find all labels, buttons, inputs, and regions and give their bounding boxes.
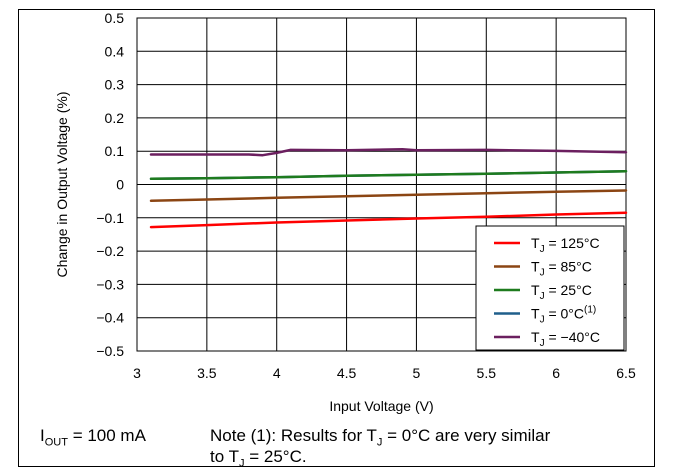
y-tick-label: −0.4 — [96, 310, 124, 326]
x-tick-label: 6.5 — [616, 365, 636, 381]
footnote-line-2: to TJ = 25°C. — [210, 447, 307, 470]
x-tick-label: 6 — [552, 365, 560, 381]
output-current-note: IOUT = 100 mA — [40, 426, 146, 449]
x-tick-label: 5.5 — [477, 365, 497, 381]
y-tick-label: 0.3 — [105, 77, 125, 93]
legend-label: TJ = −40°C — [531, 329, 600, 349]
plot-border — [136, 17, 627, 352]
figure-frame — [18, 9, 655, 467]
x-tick-label: 4.5 — [337, 365, 357, 381]
y-tick-label: 0.4 — [105, 43, 125, 59]
x-tick-label: 5 — [413, 365, 421, 381]
series-line — [149, 169, 628, 181]
legend-label: TJ = 125°C — [531, 235, 600, 255]
legend: TJ = 125°C TJ = 85°C TJ = 25°C TJ = 0°C(1) T… — [475, 225, 625, 351]
series-line — [149, 147, 628, 157]
series-line — [149, 211, 628, 229]
legend-label: TJ = 25°C — [531, 282, 592, 302]
y-tick-label: −0.1 — [96, 210, 124, 226]
y-tick-label: 0.5 — [105, 10, 125, 26]
legend-box — [475, 225, 625, 351]
y-tick-label: 0.2 — [105, 110, 125, 126]
x-tick-label: 3.5 — [197, 365, 217, 381]
y-tick-label: 0.1 — [105, 143, 125, 159]
footnote-line-1: Note (1): Results for TJ = 0°C are very … — [210, 426, 551, 449]
y-axis-label: Change in Output Voltage (%) — [54, 91, 70, 277]
legend-label: TJ = 85°C — [531, 259, 592, 279]
y-tick-label: 0 — [116, 177, 124, 193]
y-tick-label: −0.5 — [96, 343, 124, 359]
y-tick-label: −0.3 — [96, 276, 124, 292]
legend-label: TJ = 0°C(1) — [531, 305, 596, 326]
y-tick-label: −0.2 — [96, 243, 124, 259]
series-line — [149, 189, 628, 203]
x-tick-label: 3 — [133, 365, 141, 381]
x-axis-label: Input Voltage (V) — [329, 398, 433, 414]
x-tick-label: 4 — [273, 365, 281, 381]
